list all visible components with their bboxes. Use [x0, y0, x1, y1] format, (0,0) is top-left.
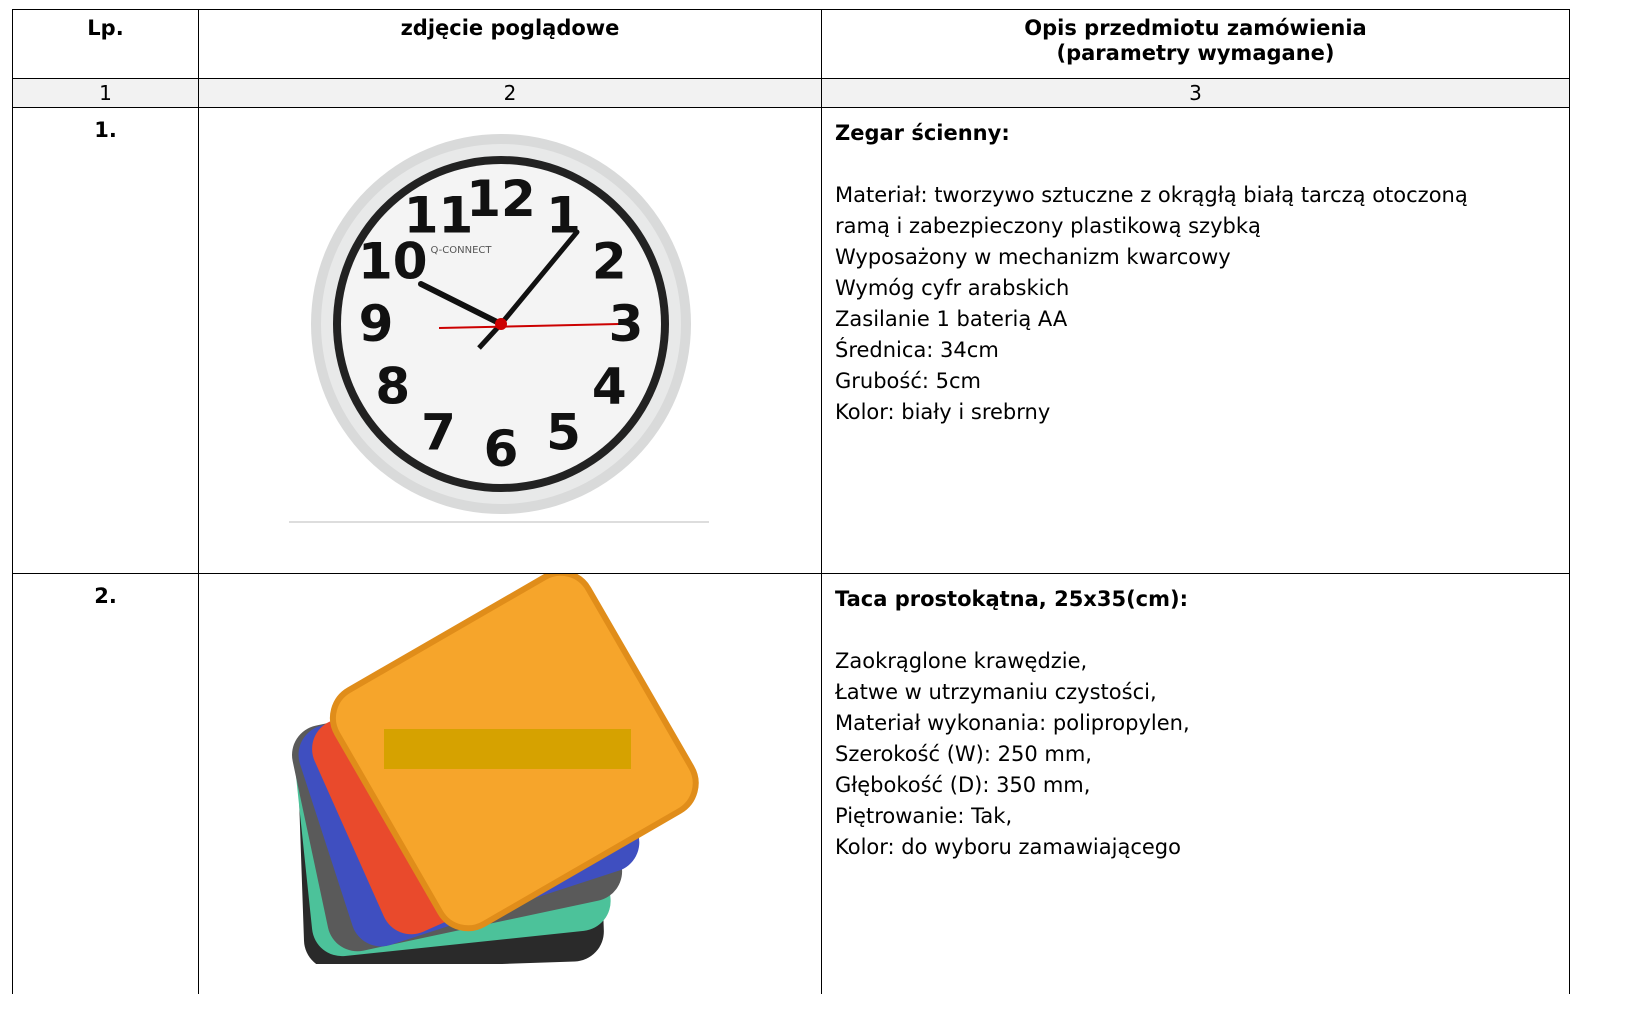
item-number: 1. — [12, 107, 199, 574]
column-number: 2 — [198, 78, 822, 108]
item-line: Grubość: 5cm — [835, 369, 981, 393]
clock-numeral: 5 — [546, 403, 581, 461]
clock-numeral: 4 — [592, 358, 627, 416]
item-line: Wymóg cyfr arabskich — [835, 276, 1070, 300]
spec-table: Lp. zdjęcie poglądowe Opis przedmiotu za… — [12, 9, 1570, 994]
header-row: Lp. zdjęcie poglądowe Opis przedmiotu za… — [12, 9, 1570, 79]
clock-numeral: 12 — [466, 170, 536, 228]
item-line: Wyposażony w mechanizm kwarcowy — [835, 245, 1231, 269]
item-line: Materiał: tworzywo sztuczne z okrągłą bi… — [835, 183, 1468, 207]
photo-cell: Q-CONNECT 1 2 3 4 5 6 7 8 9 10 11 12 — [198, 107, 822, 574]
clock-numeral: 3 — [609, 295, 644, 353]
header-photo: zdjęcie poglądowe — [198, 9, 822, 79]
clock-numeral: 1 — [546, 187, 581, 245]
column-number-row: 1 2 3 — [12, 78, 1570, 108]
item-line: Średnica: 34cm — [835, 338, 999, 362]
clock-numeral: 6 — [484, 420, 519, 478]
item-line: Zaokrąglone krawędzie, — [835, 649, 1088, 673]
item-line: Zasilanie 1 baterią AA — [835, 307, 1068, 331]
clock-numeral: 7 — [421, 403, 456, 461]
header-line: (parametry wymagane) — [1056, 41, 1335, 65]
clock-numeral: 11 — [404, 187, 474, 245]
item-line: Łatwe w utrzymaniu czystości, — [835, 680, 1157, 704]
item-number: 2. — [12, 573, 199, 994]
header-lp: Lp. — [12, 9, 199, 79]
clock-numeral: 2 — [592, 233, 627, 291]
item-row: 2. Taca prostokątna, 25x35(cm): Zaokrągl… — [12, 569, 1570, 994]
photo-cell — [198, 569, 822, 994]
clock-numeral: 10 — [358, 233, 428, 291]
clock-numeral: 9 — [359, 295, 394, 353]
description-cell: Zegar ścienny: Materiał: tworzywo sztucz… — [821, 107, 1570, 574]
item-title: Taca prostokątna, 25x35(cm): — [835, 587, 1189, 611]
item-line: Piętrowanie: Tak, — [835, 804, 1013, 828]
item-line: ramą i zabezpieczony plastikową szybką — [835, 214, 1261, 238]
column-number: 1 — [12, 78, 199, 108]
clock-brand: Q-CONNECT — [431, 245, 493, 256]
item-line: Kolor: do wyboru zamawiającego — [835, 835, 1181, 859]
item-line: Kolor: biały i srebrny — [835, 400, 1051, 424]
header-description: Opis przedmiotu zamówienia (parametry wym… — [821, 9, 1570, 79]
column-number: 3 — [821, 78, 1570, 108]
item-line: Głębokość (D): 350 mm, — [835, 773, 1091, 797]
item-lines: Materiał: tworzywo sztuczne z okrągłą bi… — [835, 180, 1569, 428]
clock-numeral: 8 — [375, 358, 410, 416]
item-line: Szerokość (W): 250 mm, — [835, 742, 1092, 766]
item-row: 1. Q-CONNECT 1 2 3 4 5 6 7 8 9 10 11 12 Zegar ścien… — [12, 107, 1570, 574]
item-line: Materiał wykonania: polipropylen, — [835, 711, 1190, 735]
header-line: Opis przedmiotu zamówienia — [1024, 16, 1367, 40]
description-cell: Taca prostokątna, 25x35(cm): Zaokrąglone… — [821, 573, 1570, 994]
item-title: Zegar ścienny: — [835, 121, 1010, 145]
item-lines: Zaokrąglone krawędzie, Łatwe w utrzymaniu… — [835, 646, 1569, 863]
tray-image — [292, 569, 699, 970]
